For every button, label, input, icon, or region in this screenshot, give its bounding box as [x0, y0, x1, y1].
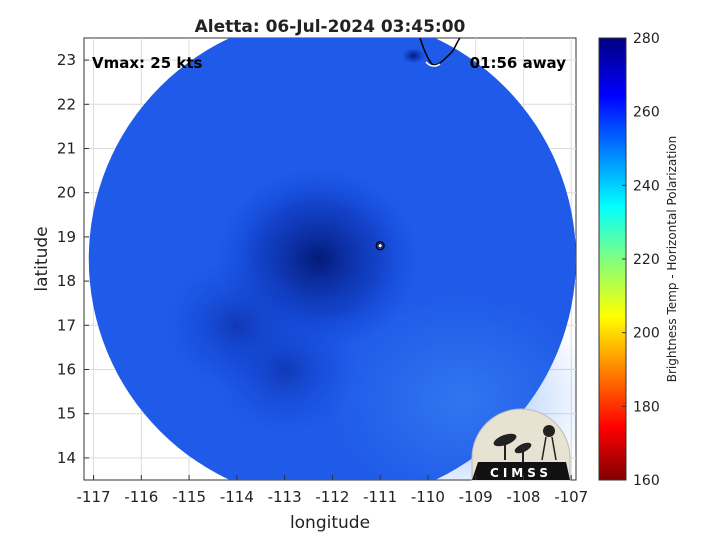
cold-core	[163, 259, 310, 392]
chart-title: Aletta: 06-Jul-2024 03:45:00	[195, 17, 466, 37]
cimss-logo: CIMSS	[471, 408, 571, 481]
y-tick-label: 23	[57, 51, 76, 69]
colorbar	[598, 37, 627, 481]
coastline	[419, 37, 461, 66]
y-tick-label: 22	[57, 95, 76, 113]
y-axis-ticks: 14 15 16 17 18 19 20 21 22 23	[57, 51, 89, 467]
x-tick-label: -113	[268, 488, 302, 506]
colorbar-tick-label: 180	[633, 399, 660, 415]
x-tick-label: -115	[172, 488, 206, 506]
colorbar-tick-label: 200	[633, 326, 660, 342]
storm-center-marker	[375, 241, 385, 251]
time-away-label: 01:56 away	[470, 54, 567, 72]
colorbar-ticks: 160 180 200 220 240 260 280	[622, 31, 660, 489]
colorbar-label: Brightness Temp - Horizontal Polarizatio…	[665, 136, 679, 383]
x-tick-label: -110	[411, 488, 445, 506]
x-axis-ticks: -117 -116 -115 -114 -113 -112 -111 -110 -109 -108…	[77, 475, 588, 506]
x-tick-label: -116	[124, 488, 158, 506]
logo-text: CIMSS	[490, 466, 552, 480]
colorbar-tick-label: 240	[633, 178, 660, 194]
y-tick-label: 14	[57, 449, 76, 467]
y-tick-label: 16	[57, 361, 76, 379]
x-tick-label: -114	[220, 488, 254, 506]
x-axis-label: longitude	[290, 513, 370, 533]
heatmap-layer	[88, 38, 576, 480]
x-tick-label: -107	[554, 488, 588, 506]
y-tick-label: 19	[57, 228, 76, 246]
x-tick-label: -109	[459, 488, 493, 506]
colorbar-tick-label: 160	[633, 473, 660, 489]
x-tick-label: -111	[363, 488, 397, 506]
x-tick-label: -108	[506, 488, 540, 506]
x-tick-label: -117	[77, 488, 111, 506]
colorbar-tick-label: 220	[633, 252, 660, 268]
y-tick-label: 20	[57, 184, 76, 202]
x-tick-label: -112	[315, 488, 349, 506]
y-tick-label: 21	[57, 140, 76, 158]
vmax-label: Vmax: 25 kts	[92, 54, 202, 72]
y-tick-label: 17	[57, 316, 76, 334]
coastline-island	[425, 61, 441, 67]
y-axis-label: latitude	[32, 226, 52, 291]
colorbar-tick-label: 260	[633, 105, 660, 121]
y-tick-label: 18	[57, 272, 76, 290]
colorbar-tick-label: 280	[633, 31, 660, 47]
cold-core	[401, 47, 426, 64]
y-tick-label: 15	[57, 405, 76, 423]
